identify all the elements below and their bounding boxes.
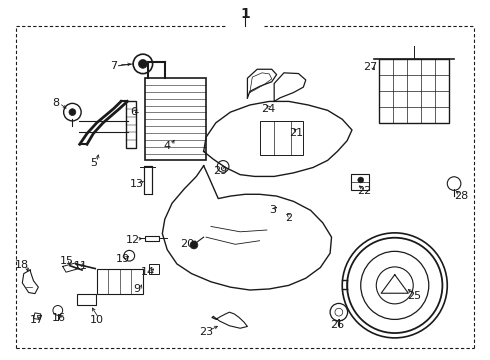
Circle shape	[53, 306, 63, 315]
Polygon shape	[212, 312, 247, 328]
Circle shape	[361, 251, 429, 319]
Polygon shape	[247, 69, 276, 98]
Text: 11: 11	[74, 261, 88, 271]
Text: 5: 5	[90, 158, 97, 168]
Text: 25: 25	[407, 291, 421, 301]
Polygon shape	[63, 263, 79, 272]
Text: 26: 26	[330, 320, 344, 330]
Bar	[144, 166, 151, 194]
Polygon shape	[33, 313, 41, 319]
Text: 18: 18	[15, 260, 29, 270]
Circle shape	[139, 59, 147, 68]
Text: 3: 3	[269, 205, 276, 215]
Circle shape	[133, 54, 152, 74]
Text: 8: 8	[52, 98, 59, 108]
Text: 12: 12	[126, 235, 140, 245]
Bar	[126, 102, 136, 148]
Text: 28: 28	[454, 191, 468, 201]
Polygon shape	[381, 275, 408, 293]
Text: 21: 21	[290, 128, 304, 138]
Text: 13: 13	[130, 179, 144, 189]
Text: 16: 16	[52, 312, 66, 323]
Text: 7: 7	[110, 61, 117, 71]
Bar	[146, 236, 159, 241]
Circle shape	[64, 103, 81, 121]
Circle shape	[190, 241, 198, 249]
Text: 1: 1	[240, 7, 250, 21]
Polygon shape	[23, 270, 38, 294]
Text: 15: 15	[60, 256, 74, 266]
Text: 29: 29	[214, 166, 228, 176]
Circle shape	[217, 161, 229, 172]
Circle shape	[447, 177, 461, 190]
Text: 2: 2	[285, 212, 293, 222]
Text: 22: 22	[357, 186, 371, 197]
Circle shape	[376, 267, 413, 304]
Text: 20: 20	[180, 239, 195, 249]
Circle shape	[347, 238, 442, 333]
Circle shape	[124, 251, 135, 261]
Circle shape	[358, 177, 364, 183]
Bar	[351, 174, 369, 190]
Text: 4: 4	[164, 141, 171, 151]
Bar	[379, 59, 449, 123]
Text: 23: 23	[199, 327, 213, 337]
Circle shape	[69, 109, 76, 116]
Circle shape	[330, 303, 347, 321]
Bar	[260, 121, 303, 155]
Polygon shape	[274, 73, 306, 102]
Circle shape	[335, 308, 343, 316]
Text: 27: 27	[363, 63, 378, 72]
Bar	[97, 269, 143, 294]
Polygon shape	[144, 166, 151, 194]
Text: 17: 17	[30, 315, 44, 325]
Text: 14: 14	[141, 267, 155, 277]
Text: 6: 6	[131, 107, 138, 117]
Text: 10: 10	[90, 315, 104, 325]
Text: 24: 24	[261, 104, 275, 113]
Bar	[149, 264, 159, 274]
Text: 19: 19	[116, 254, 129, 264]
Bar	[146, 78, 206, 160]
Text: 9: 9	[133, 284, 141, 294]
Bar	[77, 294, 96, 305]
